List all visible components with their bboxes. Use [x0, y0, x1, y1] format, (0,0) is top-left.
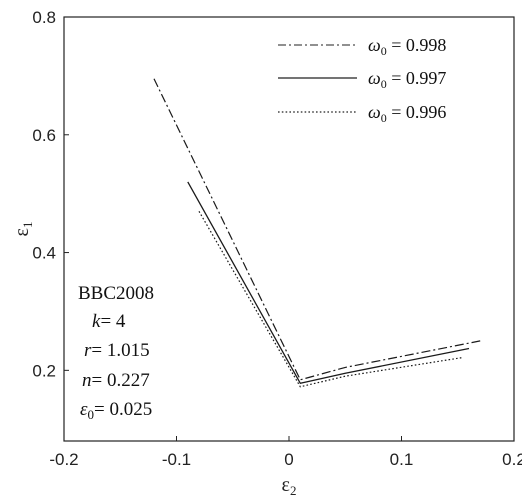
legend-label-0996: ω0 = 0.996 — [368, 102, 446, 125]
series-lines — [153, 78, 481, 388]
legend-label-0997: ω0 = 0.997 — [368, 68, 446, 91]
annotation-r: r= 1.015 — [84, 340, 150, 361]
y-ticks: 0.2 0.4 0.6 0.8 — [32, 8, 69, 380]
x-axis-label: ε2 — [282, 474, 297, 498]
x-ticks: -0.2 -0.1 0 0.1 0.2 — [49, 436, 522, 469]
y-tick-label: 0.8 — [32, 8, 56, 27]
y-tick-label: 0.4 — [32, 244, 56, 263]
x-tick-label: -0.2 — [49, 450, 78, 469]
parameter-annotation: BBC2008 k= 4 r= 1.015 n= 0.227 ε0= 0.025 — [78, 283, 154, 422]
y-axis-label: ε1 — [11, 222, 35, 237]
x-tick-label: 0 — [284, 450, 293, 469]
series-line-0998 — [153, 78, 481, 381]
annotation-n: n= 0.227 — [82, 370, 150, 391]
annotation-model: BBC2008 — [78, 283, 154, 304]
annotation-eps0: ε0= 0.025 — [80, 399, 152, 422]
legend-label-0998: ω0 = 0.998 — [368, 35, 446, 58]
y-tick-label: 0.6 — [32, 126, 56, 145]
x-tick-label: 0.2 — [502, 450, 522, 469]
x-tick-label: 0.1 — [390, 450, 414, 469]
series-line-0997 — [187, 181, 470, 385]
series-line-0996 — [198, 211, 464, 388]
legend: ω0 = 0.998 ω0 = 0.997 ω0 = 0.996 — [278, 35, 446, 125]
annotation-k: k= 4 — [92, 311, 126, 332]
x-tick-label: -0.1 — [162, 450, 191, 469]
y-tick-label: 0.2 — [32, 361, 56, 380]
